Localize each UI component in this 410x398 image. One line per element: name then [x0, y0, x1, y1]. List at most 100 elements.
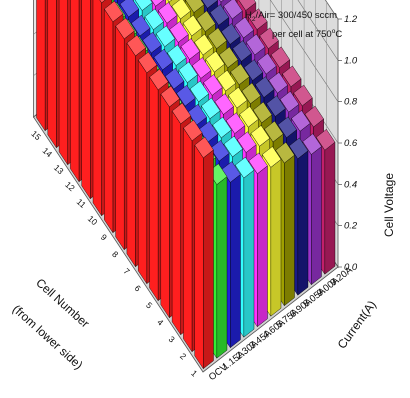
bar-face-top	[205, 50, 225, 73]
y-tick-label: 15	[29, 128, 43, 142]
bar-face-left	[92, 0, 102, 217]
bar-face-top	[248, 8, 268, 30]
bar-face-top	[250, 125, 270, 147]
bar-face-top	[234, 16, 254, 39]
y-tick-label: 2	[178, 351, 188, 362]
bar-face-top	[239, 106, 259, 128]
bar-face-left	[126, 42, 136, 268]
z-tick-label: 1.0	[344, 55, 358, 66]
y-tick-label: 5	[144, 300, 154, 311]
bar-face-left	[160, 93, 170, 319]
z-tick-label: 0.0	[344, 262, 358, 273]
bar-face-top	[223, 135, 243, 158]
bar-face-top	[237, 131, 257, 153]
bar-face-top	[223, 0, 243, 20]
bar-face-top	[252, 101, 273, 124]
bar-face-left	[137, 59, 148, 285]
bar-face-top	[241, 82, 261, 105]
bar-face-left	[47, 0, 57, 149]
bar-face-top	[137, 51, 158, 74]
bar-face-top	[214, 93, 234, 115]
bar-face-left	[104, 8, 114, 234]
bar-face-right	[243, 169, 255, 338]
bar-face-top	[126, 34, 146, 57]
bar-face-top	[245, 33, 266, 56]
bar-face-top	[160, 85, 180, 108]
bar-face-top	[302, 133, 322, 155]
bar-face-top	[169, 21, 189, 43]
bar-face-right	[311, 146, 322, 286]
bar-face-top	[293, 84, 313, 107]
bar-face-top	[182, 14, 203, 37]
bar-face-top	[275, 141, 295, 164]
bar-face-top	[270, 46, 291, 68]
bar-face-top	[232, 40, 252, 62]
bar-face-top	[189, 80, 210, 103]
bar-face-left	[115, 25, 125, 251]
bar-face-right	[324, 141, 336, 275]
bar-face-top	[194, 33, 214, 56]
bar-face-left	[81, 0, 91, 200]
y-tick-label: 3	[167, 334, 177, 345]
bar-face-top	[261, 146, 282, 168]
bar-face-top	[178, 61, 198, 83]
x-axis-label: Current(A)	[335, 298, 379, 352]
bar-face-top	[164, 67, 185, 90]
bar-face-top	[131, 14, 151, 37]
bar-face-top	[279, 91, 300, 113]
bar-face-left	[183, 127, 193, 353]
bar-face-top	[288, 137, 309, 160]
bar-face-top	[153, 48, 173, 71]
bar-face-right	[216, 176, 228, 359]
bar-face-left	[58, 0, 68, 166]
bar-face-top	[207, 27, 227, 49]
bar-face-top	[151, 0, 164, 7]
bar-face-left	[70, 0, 80, 183]
bar-face-top	[304, 105, 324, 128]
bar-face-top	[171, 0, 191, 20]
bar-face-top	[219, 0, 224, 3]
annotation-degree: o	[332, 28, 336, 35]
bar-face-top	[167, 44, 187, 66]
bar-face-top	[264, 120, 284, 143]
y-tick-label: 4	[155, 317, 165, 328]
bar-face-top	[104, 0, 124, 23]
bar-face-left	[194, 144, 204, 370]
bar-face-top	[180, 38, 200, 60]
bar-face-top	[238, 0, 257, 11]
y-tick-label: 9	[99, 232, 109, 243]
bar-face-top	[282, 65, 302, 88]
bar	[194, 136, 214, 370]
y-tick-label: 14	[41, 145, 55, 159]
z-tick-label: 0.2	[344, 221, 358, 232]
bar-face-top	[167, 0, 172, 3]
bar-face-right	[297, 150, 309, 296]
bar-face-top	[255, 76, 275, 98]
y-tick-label: 12	[63, 179, 77, 193]
annotation-subscript: 2	[252, 16, 256, 23]
bar-face-top	[268, 72, 288, 94]
bar-face-left	[149, 76, 159, 302]
bar-face-top	[196, 10, 216, 32]
bar-face-top	[149, 68, 169, 91]
y-tick-label: 6	[133, 283, 143, 294]
bar-face-top	[134, 0, 153, 11]
bar-face-top	[230, 63, 250, 86]
bar-face-top	[248, 152, 268, 175]
y-tick-label: 11	[75, 197, 88, 211]
bar-face-top	[183, 119, 203, 142]
annotation-line-2: per cell at 750oC	[272, 28, 342, 40]
bar-face-top	[228, 86, 248, 109]
bar-face-top	[99, 0, 106, 4]
bar-face-top	[203, 74, 223, 96]
bar-face-top	[144, 8, 164, 30]
bar-face-top	[115, 17, 135, 40]
z-axis-label: Cell Voltage	[382, 173, 396, 237]
bar-marks	[36, 0, 336, 370]
bar-face-right	[284, 154, 295, 307]
annotation-line-1: H2/Air= 300/450 sccm	[245, 10, 337, 23]
bar-face-top	[218, 46, 239, 69]
y-tick-label: 1	[189, 368, 199, 379]
bar-face-top	[243, 59, 264, 81]
